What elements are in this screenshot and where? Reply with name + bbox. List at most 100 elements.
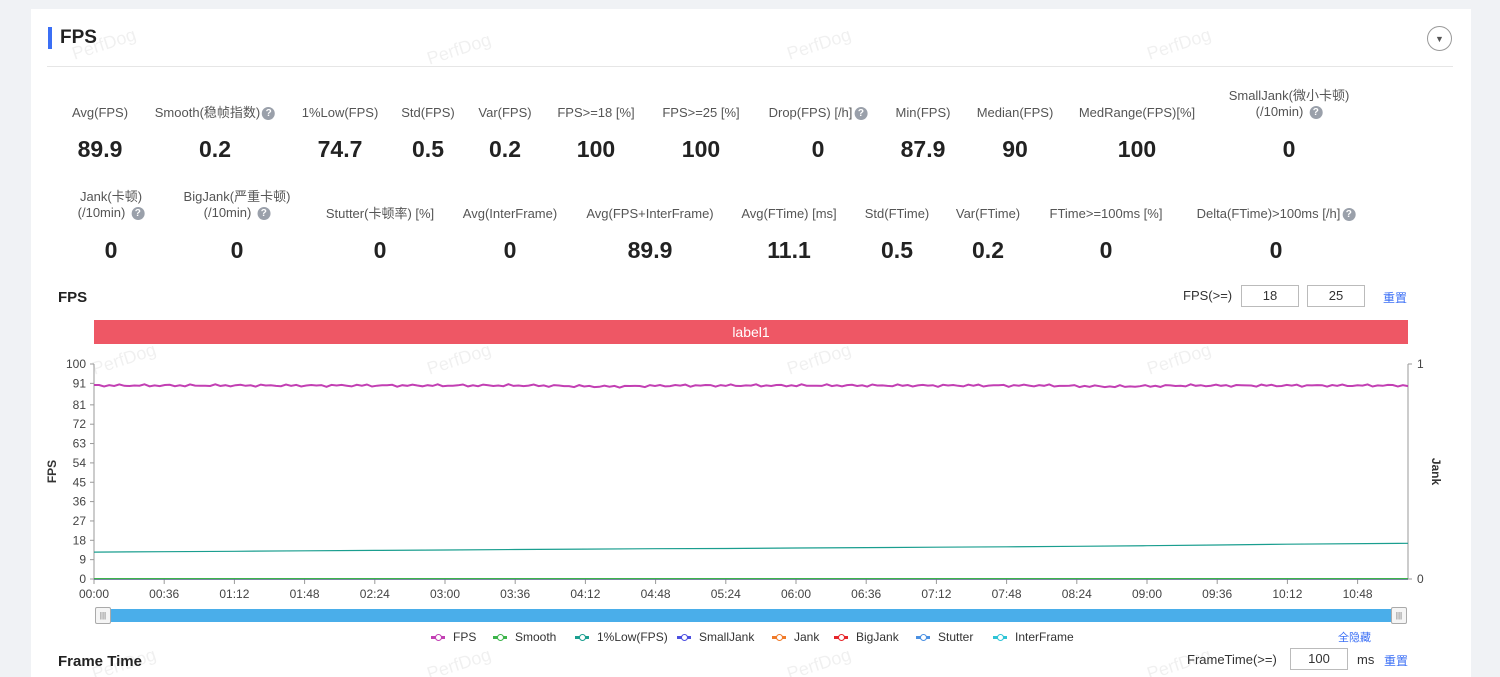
y-tick-label: 54: [73, 456, 87, 470]
y2-axis-label: Jank: [1429, 458, 1443, 486]
metric-label: Delta(FTime)>100ms [/h]: [1196, 206, 1341, 221]
metric-label-unit: (/10min): [203, 205, 252, 220]
fps-line-chart[interactable]: 0 9 18 27 36 45 54 63 72 81 91 100 0 1 00:00 00:36 01:12…: [31, 9, 1471, 629]
metric-metrics_row2-9: Delta(FTime)>100ms [/h]? 0: [1196, 206, 1356, 263]
metric-metrics_row2-4: Avg(FPS+InterFrame) 89.9: [586, 206, 713, 263]
y-tick-label: 36: [73, 495, 87, 509]
y2-tick-label: 0: [1417, 572, 1424, 586]
legend-item[interactable]: Smooth: [493, 629, 556, 645]
y2-tick-label: 1: [1417, 357, 1424, 371]
frametime-threshold-input[interactable]: 100: [1290, 648, 1348, 670]
legend-swatch-icon: [993, 633, 1007, 641]
metric-label: Smooth(稳帧指数): [154, 105, 261, 120]
metric-label: BigJank(严重卡顿): [183, 189, 291, 204]
legend-label: Smooth: [515, 630, 557, 644]
metric-metrics_row2-1: BigJank(严重卡顿) (/10min)? 0: [183, 189, 291, 263]
x-tick-label: 01:48: [290, 587, 320, 601]
metric-metrics_row1-2: 1%Low(FPS) 74.7: [302, 105, 379, 162]
watermark-text: PerfDog: [784, 644, 854, 677]
x-tick-label: 03:00: [430, 587, 460, 601]
y-tick-label: 63: [73, 437, 87, 451]
x-tick-label: 04:48: [641, 587, 671, 601]
metric-value: 74.7: [317, 136, 363, 162]
metric-metrics_row1-0: Avg(FPS) 89.9: [72, 105, 128, 162]
help-icon[interactable]: ?: [257, 207, 271, 220]
help-icon[interactable]: ?: [131, 207, 145, 220]
watermark-text: PerfDog: [424, 644, 494, 677]
metric-metrics_row1-11: SmallJank(微小卡顿) (/10min)? 0: [1228, 88, 1350, 162]
metric-label: Jank(卡顿): [79, 189, 143, 204]
metric-label: Avg(InterFrame): [462, 206, 558, 221]
x-tick-label: 06:36: [851, 587, 881, 601]
metric-value: 0: [1282, 136, 1296, 162]
x-tick-label: 01:12: [219, 587, 249, 601]
legend-swatch-icon: [493, 633, 507, 641]
panel-header: FPS: [48, 27, 97, 49]
metric-label: FTime>=100ms [%]: [1049, 206, 1163, 221]
fps-chart-title: FPS: [58, 289, 88, 306]
metric-value: 0.5: [412, 136, 444, 162]
x-tick-label: 07:48: [992, 587, 1022, 601]
x-tick-label: 00:00: [79, 587, 109, 601]
fps-threshold-input-2[interactable]: 25: [1307, 285, 1365, 307]
metric-label: Stutter(卡顿率) [%]: [325, 206, 435, 221]
metric-value: 0: [1099, 237, 1113, 263]
metric-label: Min(FPS): [895, 105, 951, 120]
legend-item[interactable]: FPS: [431, 629, 476, 645]
metric-label: FPS>=18 [%]: [557, 105, 635, 120]
legend-label: Jank: [794, 630, 820, 644]
metric-metrics_row2-7: Var(FTime) 0.2: [956, 206, 1020, 263]
help-icon[interactable]: ?: [262, 107, 276, 120]
zoom-handle-left[interactable]: |||: [95, 607, 111, 624]
help-icon[interactable]: ?: [1309, 106, 1323, 119]
legend-swatch-icon: [677, 633, 691, 641]
frame-time-title: Frame Time: [58, 653, 142, 670]
label-bar[interactable]: label1: [94, 320, 1408, 344]
metric-metrics_row2-0: Jank(卡顿) (/10min)? 0: [78, 189, 145, 263]
x-tick-label: 02:24: [360, 587, 390, 601]
legend-swatch-icon: [431, 633, 445, 641]
x-tick-label: 07:12: [921, 587, 951, 601]
legend-label: BigJank: [856, 630, 899, 644]
frametime-reset-link[interactable]: 重置: [1384, 654, 1409, 668]
help-icon[interactable]: ?: [1342, 208, 1356, 221]
help-icon[interactable]: ?: [854, 107, 868, 120]
frametime-threshold-label: FrameTime(>=): [1187, 652, 1277, 667]
legend-item[interactable]: Jank: [772, 629, 819, 645]
metric-value: 0: [373, 237, 387, 263]
legend-item[interactable]: InterFrame: [993, 629, 1074, 645]
metric-label-unit: (/10min): [1255, 104, 1304, 119]
fps-threshold-input-1[interactable]: 18: [1241, 285, 1299, 307]
header-accent-bar: [48, 27, 52, 49]
metric-label: Var(FPS): [478, 105, 532, 120]
metric-value: 89.9: [627, 237, 673, 263]
metric-label: SmallJank(微小卡顿): [1228, 88, 1350, 103]
legend-item[interactable]: Stutter: [916, 629, 973, 645]
metric-metrics_row1-5: FPS>=18 [%] 100: [557, 105, 635, 162]
y-tick-label: 81: [73, 398, 87, 412]
legend-item[interactable]: SmallJank: [677, 629, 754, 645]
series-line-1-low-fps-: [93, 542, 1409, 553]
panel-title: FPS: [60, 27, 97, 48]
metric-value: 0: [230, 237, 244, 263]
zoom-handle-right[interactable]: |||: [1391, 607, 1407, 624]
y-tick-label: 18: [73, 533, 87, 547]
x-tick-label: 00:36: [149, 587, 179, 601]
chevron-down-icon[interactable]: ▼: [1427, 26, 1452, 51]
y-tick-label: 100: [66, 357, 86, 371]
zoom-slider-track[interactable]: [103, 609, 1407, 622]
legend-item[interactable]: BigJank: [834, 629, 899, 645]
hide-all-link[interactable]: 全隐藏: [1338, 632, 1371, 644]
legend-swatch-icon: [916, 633, 930, 641]
metric-metrics_row1-7: Drop(FPS) [/h]? 0: [769, 105, 868, 162]
metric-label: Std(FPS): [401, 105, 455, 120]
legend-item[interactable]: 1%Low(FPS): [575, 629, 668, 645]
y-tick-label: 45: [73, 475, 87, 489]
x-tick-label: 06:00: [781, 587, 811, 601]
metric-metrics_row1-4: Var(FPS) 0.2: [478, 105, 532, 162]
fps-panel: FPS ▼ PerfDog PerfDog PerfDog PerfDog PerfDo…: [31, 9, 1471, 677]
metric-label: Median(FPS): [976, 105, 1054, 120]
metric-value: 89.9: [77, 136, 123, 162]
metric-metrics_row2-5: Avg(FTime) [ms] 11.1: [741, 206, 836, 263]
fps-reset-link[interactable]: 重置: [1383, 291, 1408, 305]
